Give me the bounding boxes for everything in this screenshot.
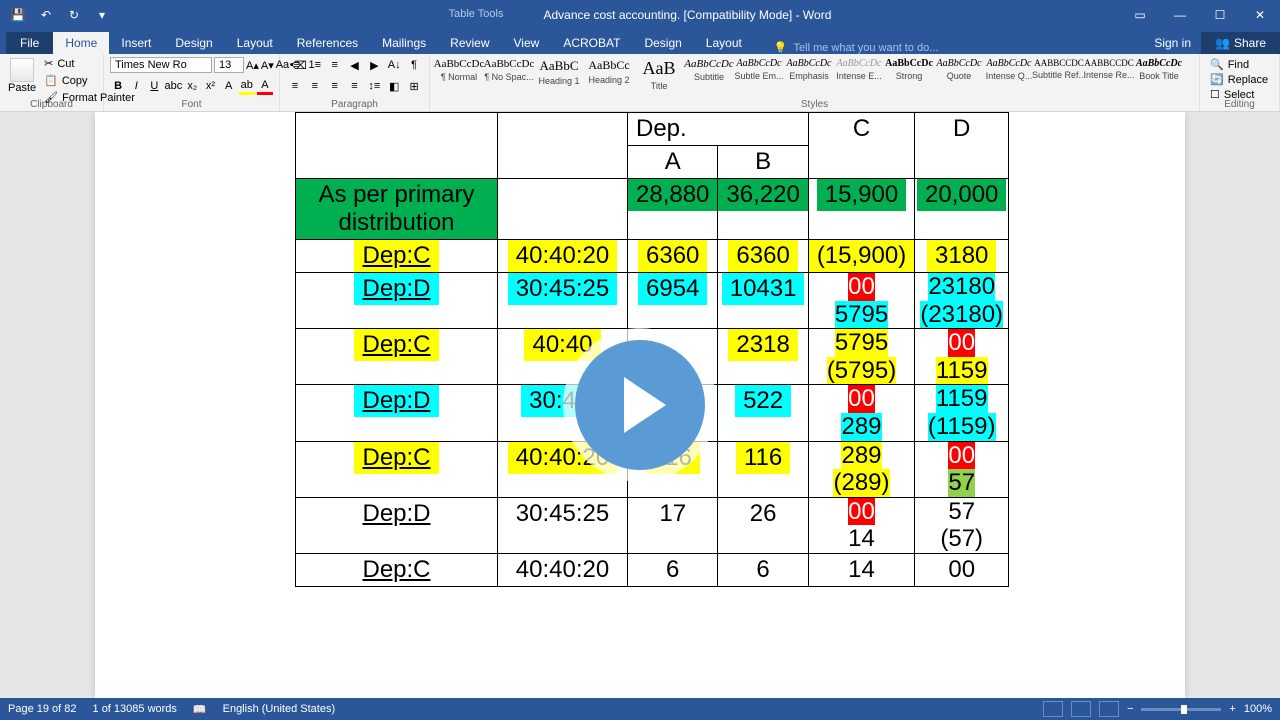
borders-icon[interactable]: ⊞ — [405, 77, 423, 95]
play-icon — [624, 377, 666, 433]
ribbon-display-icon[interactable]: ▭ — [1120, 0, 1160, 30]
highlight-color-icon[interactable]: ab — [239, 77, 255, 95]
page-indicator[interactable]: Page 19 of 82 — [8, 703, 77, 715]
find-button[interactable]: 🔍 Find — [1210, 58, 1269, 71]
style-intenseq[interactable]: AaBbCcDcIntense Q... — [986, 56, 1032, 109]
tab-view[interactable]: View — [502, 32, 552, 54]
style-strong[interactable]: AaBbCcDcStrong — [886, 56, 932, 109]
justify-icon[interactable]: ≡ — [346, 77, 364, 95]
grow-font-icon[interactable]: A▴ — [246, 56, 259, 74]
lightbulb-icon: 💡 — [774, 41, 788, 54]
language-indicator[interactable]: English (United States) — [223, 703, 336, 715]
print-layout-icon[interactable] — [1071, 701, 1091, 717]
share-icon: 👥 — [1215, 36, 1230, 50]
style-intenseref[interactable]: AABBCCDCIntense Re... — [1086, 56, 1132, 109]
show-marks-icon[interactable]: ¶ — [405, 56, 423, 74]
style-booktitle[interactable]: AaBbCcDcBook Title — [1136, 56, 1182, 109]
redo-icon[interactable]: ↻ — [64, 5, 84, 25]
word-count[interactable]: 1 of 13085 words — [93, 703, 177, 715]
subscript-button[interactable]: x₂ — [184, 77, 200, 95]
text-effects-icon[interactable]: A — [221, 77, 237, 95]
align-left-icon[interactable]: ≡ — [286, 77, 304, 95]
align-center-icon[interactable]: ≡ — [306, 77, 324, 95]
document-title: Advance cost accounting. [Compatibility … — [543, 8, 831, 22]
align-right-icon[interactable]: ≡ — [326, 77, 344, 95]
web-layout-icon[interactable] — [1099, 701, 1119, 717]
zoom-slider[interactable] — [1141, 708, 1221, 711]
play-button[interactable] — [575, 340, 705, 470]
tell-me-search[interactable]: 💡 Tell me what you want to do... — [774, 41, 1144, 54]
tab-acrobat[interactable]: ACROBAT — [551, 32, 632, 54]
strikethrough-button[interactable]: abc — [164, 77, 182, 95]
decrease-indent-icon[interactable]: ◀ — [346, 56, 364, 74]
qat-more-icon[interactable]: ▾ — [92, 5, 112, 25]
superscript-button[interactable]: x² — [202, 77, 218, 95]
close-icon[interactable]: ✕ — [1240, 0, 1280, 30]
bold-button[interactable]: B — [110, 77, 126, 95]
tab-file[interactable]: File — [6, 32, 53, 54]
numbering-icon[interactable]: 1≡ — [306, 56, 324, 74]
style-subtitle[interactable]: AaBbCcDcSubtitle — [686, 56, 732, 109]
tab-layout[interactable]: Layout — [225, 32, 285, 54]
italic-button[interactable]: I — [128, 77, 144, 95]
dep-header: Dep. — [628, 113, 808, 145]
line-spacing-icon[interactable]: ↕≡ — [365, 77, 383, 95]
zoom-in-icon[interactable]: + — [1229, 703, 1235, 715]
tab-insert[interactable]: Insert — [109, 32, 163, 54]
tab-design[interactable]: Design — [163, 32, 224, 54]
style-intensee[interactable]: AaBbCcDcIntense E... — [836, 56, 882, 109]
primary-dist-label: As per primary distribution — [296, 179, 497, 239]
paragraph-group-label: Paragraph — [331, 99, 378, 110]
tab-mailings[interactable]: Mailings — [370, 32, 438, 54]
multilevel-icon[interactable]: ≡ — [326, 56, 344, 74]
tab-table-layout[interactable]: Layout — [694, 32, 754, 54]
maximize-icon[interactable]: ☐ — [1200, 0, 1240, 30]
underline-button[interactable]: U — [146, 77, 162, 95]
style-nospacing[interactable]: AaBbCcDc¶ No Spac... — [486, 56, 532, 109]
zoom-out-icon[interactable]: − — [1127, 703, 1133, 715]
spellcheck-icon[interactable]: 📖 — [193, 703, 207, 716]
font-name-input[interactable] — [110, 57, 212, 73]
tab-home[interactable]: Home — [53, 32, 109, 54]
shading-icon[interactable]: ◧ — [385, 77, 403, 95]
editing-group-label: Editing — [1224, 99, 1255, 110]
styles-group-label: Styles — [801, 99, 828, 110]
signin-link[interactable]: Sign in — [1144, 32, 1201, 54]
zoom-level[interactable]: 100% — [1244, 703, 1272, 715]
style-title[interactable]: AaBTitle — [636, 56, 682, 109]
style-normal[interactable]: AaBbCcDc¶ Normal — [436, 56, 482, 109]
tab-references[interactable]: References — [285, 32, 370, 54]
paste-icon — [10, 58, 34, 82]
sort-icon[interactable]: A↓ — [385, 56, 403, 74]
font-color-icon[interactable]: A — [257, 77, 273, 95]
style-heading2[interactable]: AaBbCcHeading 2 — [586, 56, 632, 109]
table-tools-label: Table Tools — [449, 8, 504, 22]
shrink-font-icon[interactable]: A▾ — [261, 56, 274, 74]
share-button[interactable]: 👥 Share — [1201, 32, 1280, 54]
read-mode-icon[interactable] — [1043, 701, 1063, 717]
style-subtleem[interactable]: AaBbCcDcSubtle Em... — [736, 56, 782, 109]
style-subtitleref[interactable]: AABBCCDCSubtitle Ref... — [1036, 56, 1082, 109]
increase-indent-icon[interactable]: ▶ — [365, 56, 383, 74]
replace-button[interactable]: 🔄 Replace — [1210, 73, 1269, 86]
font-group-label: Font — [181, 99, 201, 110]
clipboard-group-label: Clipboard — [30, 99, 73, 110]
bullets-icon[interactable]: •≡ — [286, 56, 304, 74]
save-icon[interactable]: 💾 — [8, 5, 28, 25]
font-size-input[interactable] — [214, 57, 244, 73]
style-quote[interactable]: AaBbCcDcQuote — [936, 56, 982, 109]
undo-icon[interactable]: ↶ — [36, 5, 56, 25]
style-heading1[interactable]: AaBbCHeading 1 — [536, 56, 582, 109]
minimize-icon[interactable]: — — [1160, 0, 1200, 30]
tab-table-design[interactable]: Design — [632, 32, 693, 54]
tab-review[interactable]: Review — [438, 32, 501, 54]
